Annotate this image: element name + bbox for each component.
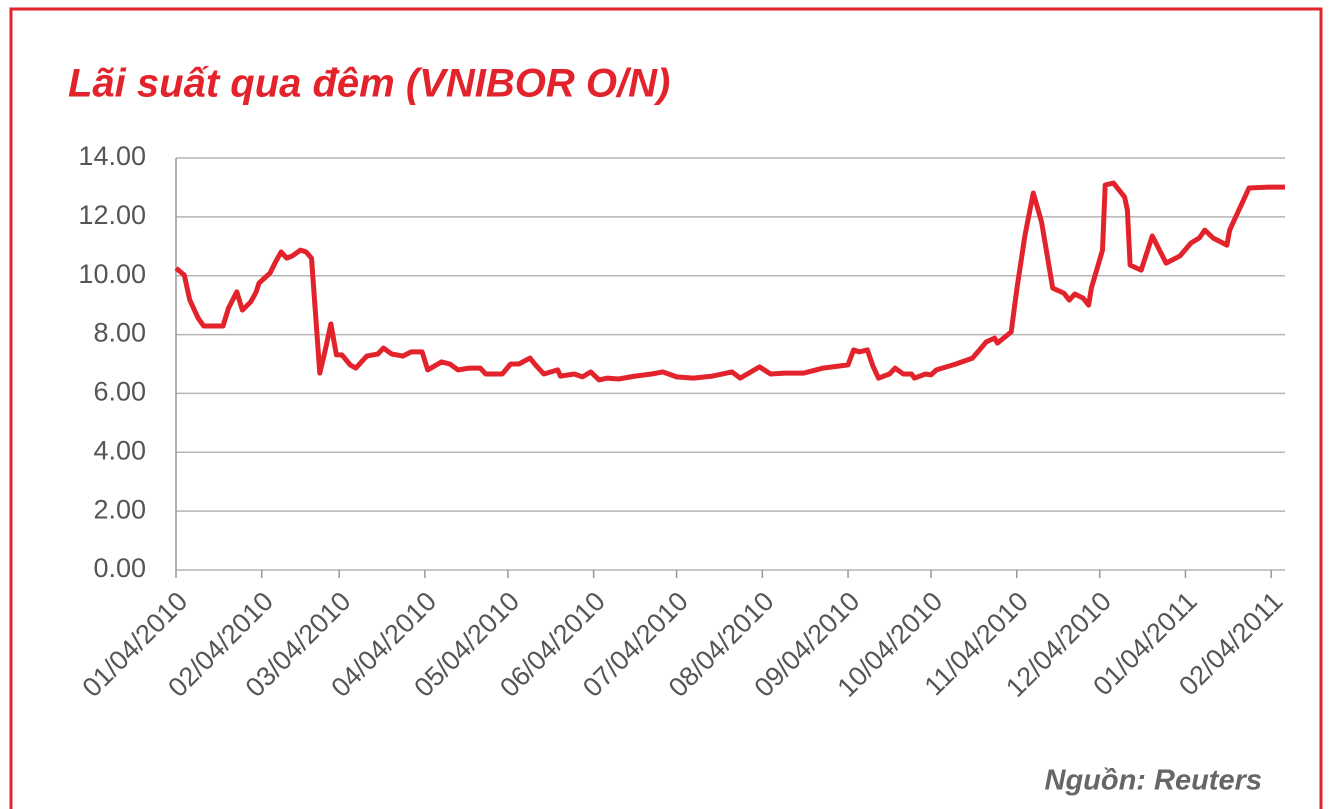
y-tick-label: 14.00 [78, 141, 146, 171]
y-tick-label: 12.00 [78, 200, 146, 230]
chart-title: Lãi suất qua đêm (VNIBOR O/N) [68, 62, 670, 106]
y-tick-label: 8.00 [93, 318, 146, 348]
y-tick-label: 4.00 [93, 435, 146, 465]
frame [9, 7, 1323, 809]
y-tick-label: 0.00 [93, 553, 146, 583]
y-tick-label: 6.00 [93, 377, 146, 407]
source: Nguồn: Reuters [1045, 765, 1263, 797]
y-tick-label: 2.00 [93, 494, 146, 524]
y-tick-label: 10.00 [78, 259, 146, 289]
line [174, 180, 1285, 383]
